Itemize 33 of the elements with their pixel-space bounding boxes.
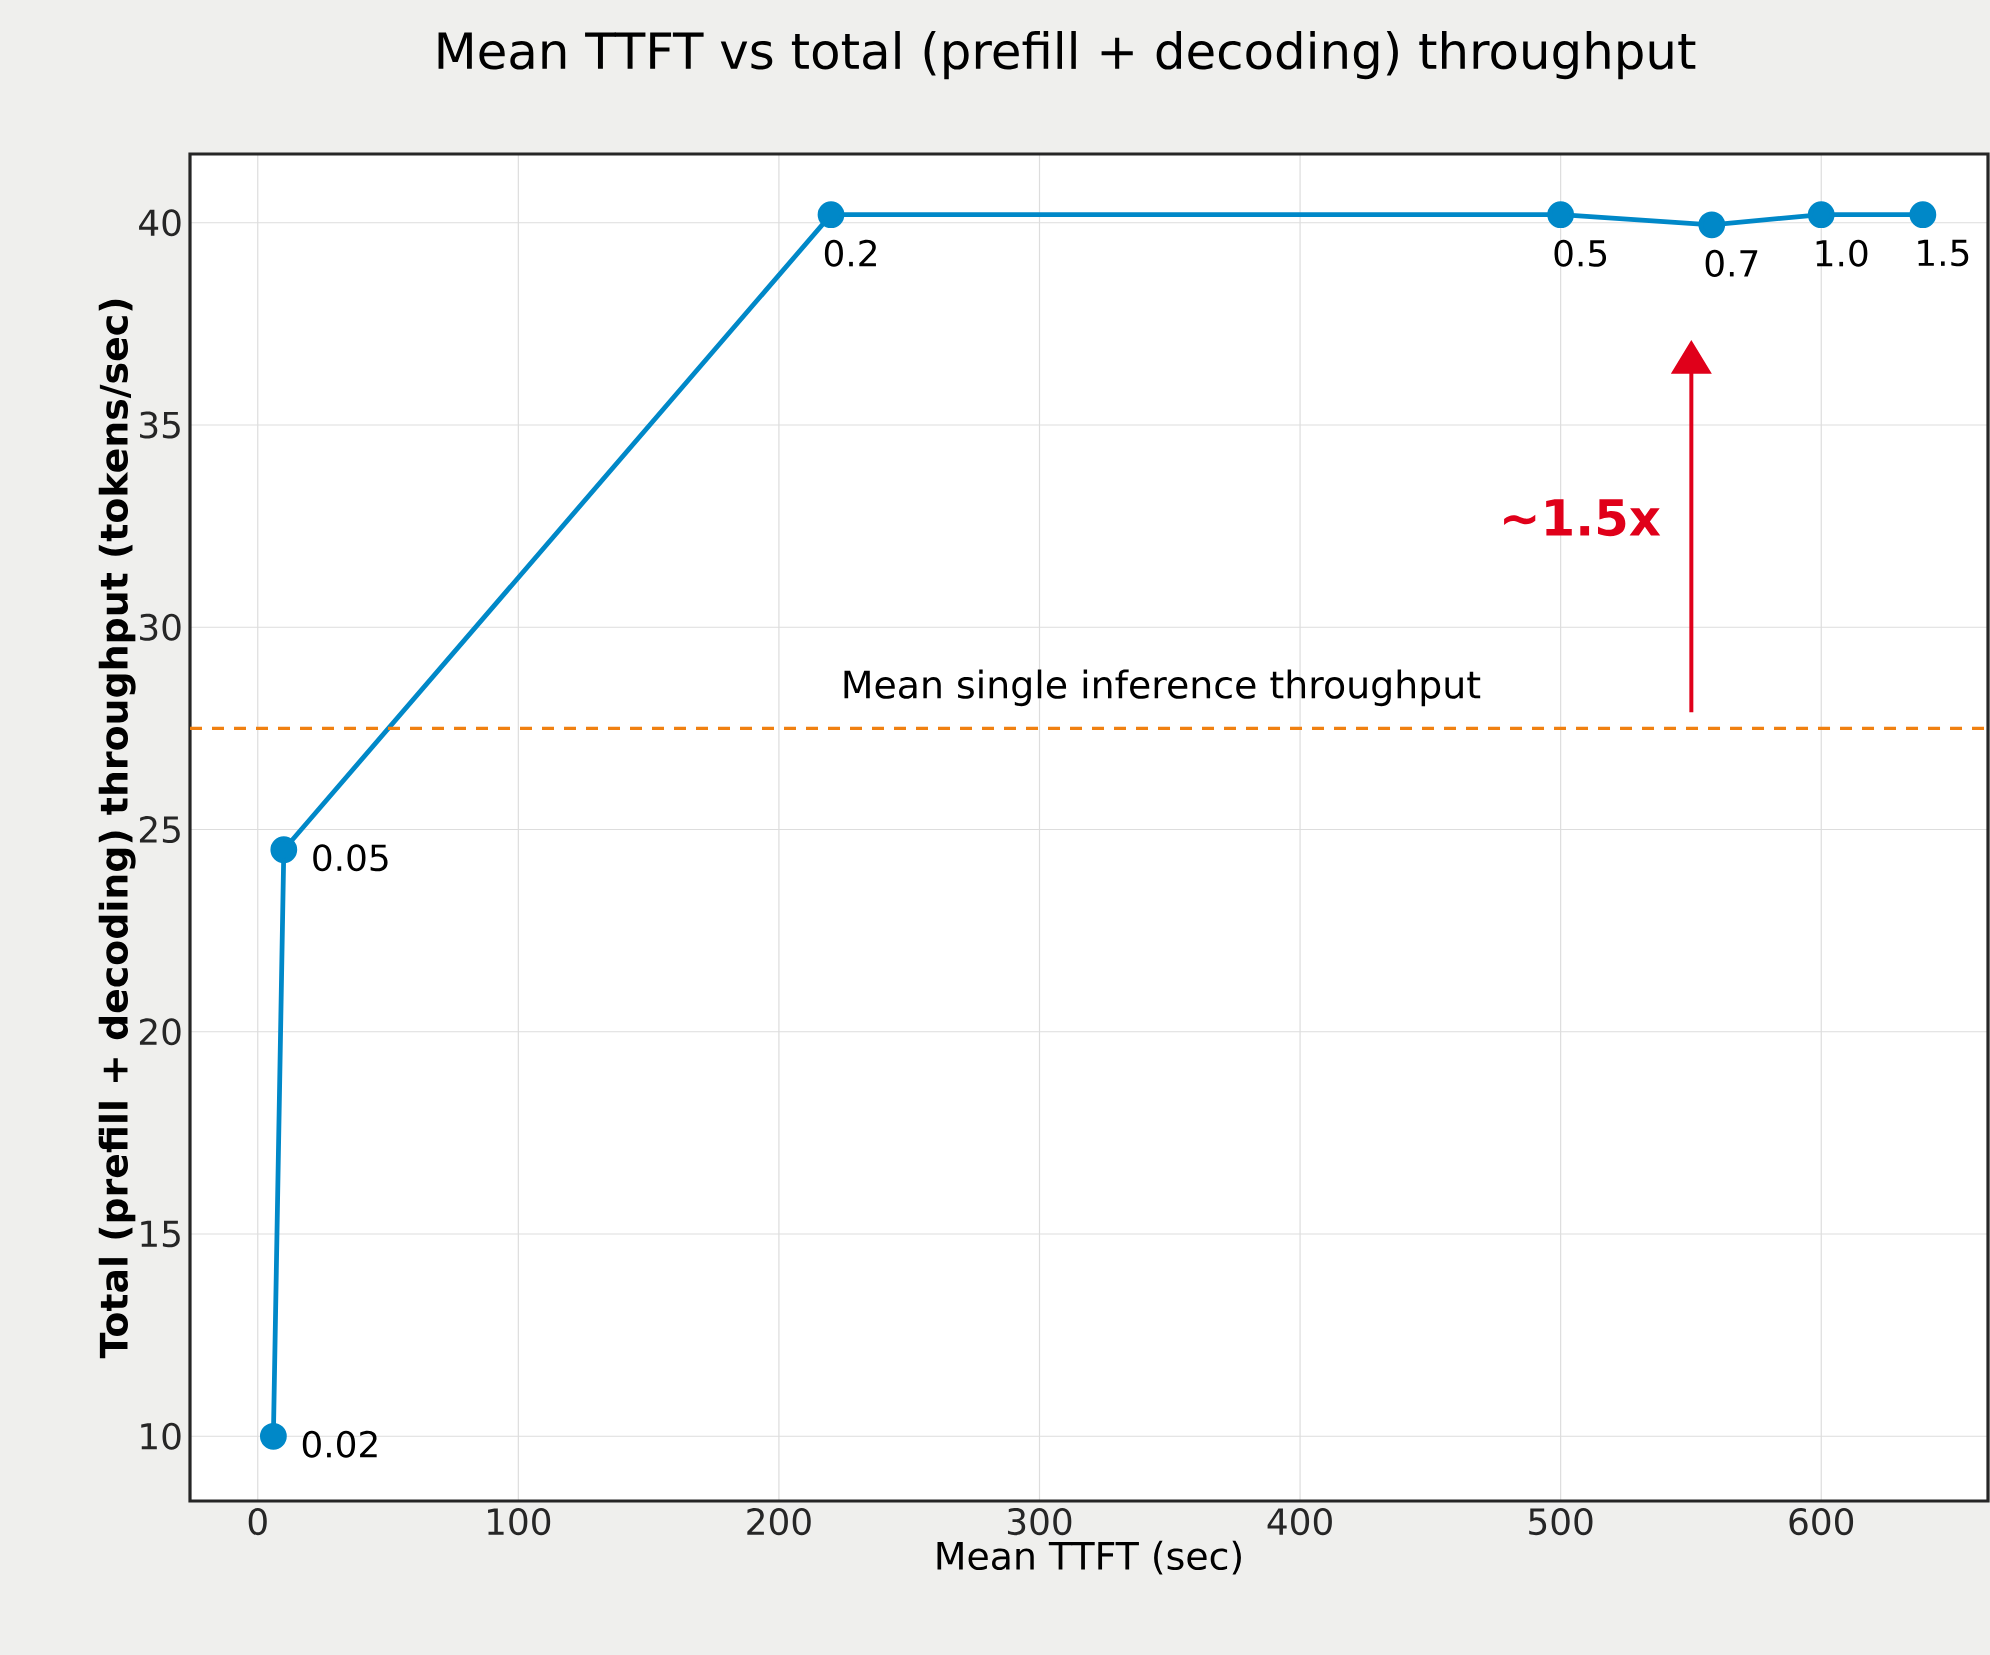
point bbox=[817, 201, 845, 229]
annotation: 0.5 bbox=[1554, 239, 1607, 267]
point bbox=[270, 836, 298, 864]
annotation: 0.02 bbox=[302, 1430, 377, 1458]
x-tick-label: 600 bbox=[1789, 1508, 1854, 1536]
x-tick-label: 100 bbox=[488, 1508, 551, 1536]
annotation: 0.05 bbox=[313, 844, 388, 872]
point bbox=[259, 1422, 287, 1450]
point bbox=[1807, 201, 1835, 229]
ref-line-label: Mean single inference throughput bbox=[844, 669, 1481, 707]
y-tick-label: 30 bbox=[140, 613, 181, 641]
y-axis-title: Total (prefill + decoding) throughput (tokens/sec) bbox=[98, 299, 136, 1359]
annotation: ~1.5x bbox=[1504, 499, 1661, 537]
x-tick-label: 400 bbox=[1267, 1508, 1332, 1536]
y-tick-label: 20 bbox=[139, 1018, 181, 1046]
y-tick-label: 15 bbox=[141, 1220, 180, 1248]
point bbox=[1909, 201, 1937, 229]
annotation: 1.5 bbox=[1918, 239, 1969, 267]
y-tick-label: 25 bbox=[139, 815, 180, 844]
chart-title: Mean TTFT vs total (prefill + decoding) throughput bbox=[438, 31, 1696, 80]
x-tick-label: 0 bbox=[248, 1508, 267, 1536]
point bbox=[1698, 211, 1726, 239]
x-tick-label: 200 bbox=[747, 1508, 811, 1536]
x-axis-title: Mean TTFT (sec) bbox=[937, 1540, 1241, 1575]
x-tick-label: 500 bbox=[1529, 1508, 1593, 1536]
y-tick-label: 10 bbox=[141, 1422, 181, 1450]
y-tick-label: 35 bbox=[140, 411, 180, 439]
point bbox=[1547, 201, 1575, 229]
x-tick-label: 300 bbox=[1007, 1508, 1072, 1536]
annotation: 1.0 bbox=[1816, 239, 1868, 267]
annotation: 0.7 bbox=[1705, 249, 1758, 277]
annotation: 0.2 bbox=[824, 239, 876, 267]
y-tick-label: 40 bbox=[139, 209, 181, 237]
